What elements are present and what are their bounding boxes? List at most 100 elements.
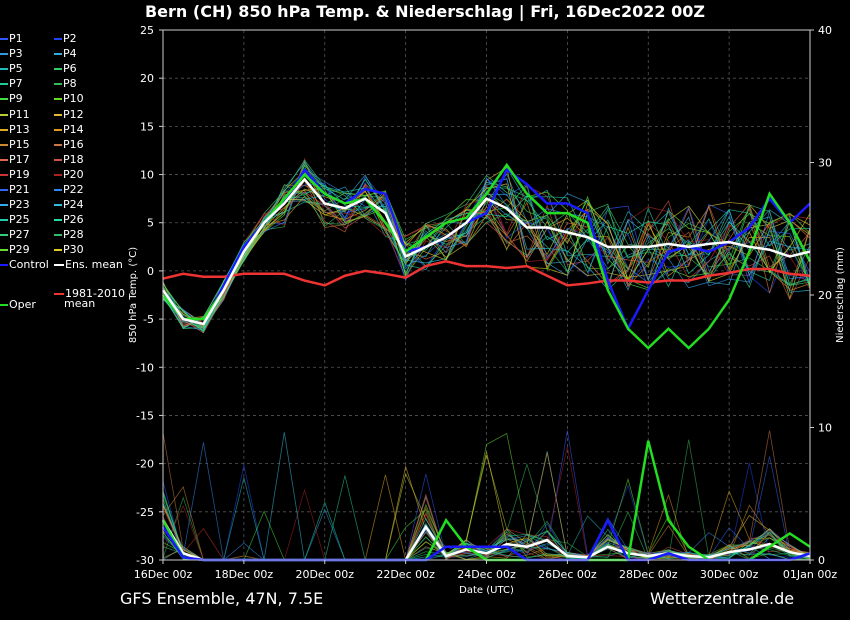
y-tick-label: -25 bbox=[136, 506, 154, 519]
y-tick-label: 25 bbox=[140, 24, 154, 37]
legend-item-p1: P1 bbox=[0, 32, 23, 45]
legend-label: P26 bbox=[63, 213, 84, 227]
legend-item-p16: P16 bbox=[54, 138, 84, 151]
legend-swatch bbox=[0, 189, 8, 191]
y2-tick-label: 10 bbox=[818, 422, 832, 435]
y-tick-label: -15 bbox=[136, 409, 154, 422]
legend-item-climate: 1981-2010 bbox=[54, 287, 125, 300]
legend-label: P23 bbox=[9, 198, 30, 212]
legend-item-ens-mean: Ens. mean bbox=[54, 258, 123, 271]
y-axis-label: 850 hPa Temp. (°C) bbox=[128, 247, 139, 343]
legend-item-p24: P24 bbox=[54, 198, 84, 211]
legend-label: P9 bbox=[9, 92, 23, 106]
legend-label: P17 bbox=[9, 152, 30, 166]
legend-label: Ens. mean bbox=[65, 258, 123, 271]
legend-swatch bbox=[0, 234, 8, 237]
legend-swatch bbox=[54, 173, 62, 176]
y-tick-label: -10 bbox=[136, 361, 154, 374]
legend-label: P18 bbox=[63, 152, 84, 166]
legend-label: P27 bbox=[9, 228, 30, 242]
legend-swatch bbox=[0, 173, 8, 176]
legend-item-p25: P25 bbox=[0, 213, 30, 226]
legend-item-p23: P23 bbox=[0, 198, 30, 211]
y2-tick-label: 40 bbox=[818, 24, 832, 37]
legend-swatch bbox=[54, 264, 64, 266]
legend-swatch bbox=[0, 158, 8, 161]
legend-swatch bbox=[54, 98, 62, 101]
legend-label: P5 bbox=[9, 62, 23, 76]
legend-item-p11: P11 bbox=[0, 108, 30, 121]
legend-label: P15 bbox=[9, 137, 30, 151]
member-line-p22 bbox=[162, 168, 811, 327]
model-info: GFS Ensemble, 47N, 7.5E bbox=[120, 589, 324, 608]
legend-label: P25 bbox=[9, 213, 30, 227]
legend-label: P20 bbox=[63, 167, 84, 181]
legend-swatch bbox=[54, 219, 62, 222]
legend-label: P6 bbox=[63, 62, 77, 76]
x-tick-label: 22Dec 00z bbox=[376, 568, 435, 581]
legend-swatch bbox=[0, 113, 8, 116]
legend-item-p29: P29 bbox=[0, 243, 30, 256]
legend-label: P13 bbox=[9, 122, 30, 136]
x-axis-label: Date (UTC) bbox=[459, 585, 514, 596]
legend-swatch bbox=[0, 53, 8, 56]
legend-swatch bbox=[0, 219, 8, 222]
legend-item-p15: P15 bbox=[0, 138, 30, 151]
legend-swatch bbox=[0, 304, 8, 306]
legend-item-p12: P12 bbox=[54, 108, 84, 121]
legend-item-p13: P13 bbox=[0, 123, 30, 136]
y-tick-label: 5 bbox=[147, 217, 154, 230]
legend-label: Oper bbox=[9, 298, 36, 311]
legend-item-control: Control bbox=[0, 258, 49, 271]
legend-swatch bbox=[54, 293, 64, 295]
legend-item-p19: P19 bbox=[0, 168, 30, 181]
chart-title: Bern (CH) 850 hPa Temp. & Niederschlag |… bbox=[144, 2, 705, 21]
legend-label: P7 bbox=[9, 77, 23, 91]
x-tick-label: 01Jan 00z bbox=[783, 568, 837, 581]
legend-item-p20: P20 bbox=[54, 168, 84, 181]
legend-label: P19 bbox=[9, 167, 30, 181]
legend-label: P30 bbox=[63, 243, 84, 257]
x-tick-label: 28Dec 00z bbox=[619, 568, 678, 581]
x-tick-label: 30Dec 00z bbox=[700, 568, 759, 581]
y2-tick-label: 30 bbox=[818, 157, 832, 170]
legend-item-p26: P26 bbox=[54, 213, 84, 226]
legend-item-p4: P4 bbox=[54, 47, 77, 60]
legend-label: 1981-2010 bbox=[65, 287, 125, 300]
y-tick-label: 10 bbox=[140, 169, 154, 182]
y-tick-label: -5 bbox=[143, 313, 154, 326]
legend-label: Control bbox=[9, 258, 49, 271]
legend-item-p10: P10 bbox=[54, 92, 84, 105]
legend-swatch bbox=[0, 83, 8, 86]
legend-swatch bbox=[0, 68, 8, 71]
x-tick-label: 24Dec 00z bbox=[457, 568, 516, 581]
legend-item-p14: P14 bbox=[54, 123, 84, 136]
legend-item-p17: P17 bbox=[0, 153, 30, 166]
legend-label: P24 bbox=[63, 198, 84, 212]
legend-swatch bbox=[0, 143, 8, 146]
legend-item-p7: P7 bbox=[0, 77, 23, 90]
x-tick-label: 18Dec 00z bbox=[215, 568, 274, 581]
legend-swatch bbox=[54, 83, 62, 86]
legend-item-p30: P30 bbox=[54, 243, 84, 256]
legend-swatch bbox=[54, 68, 62, 71]
y-tick-label: 15 bbox=[140, 120, 154, 133]
legend-swatch bbox=[54, 234, 62, 237]
series-ens-mean bbox=[161, 177, 811, 326]
legend-label: P1 bbox=[9, 32, 23, 45]
legend-item-p2: P2 bbox=[54, 32, 77, 45]
legend-item-p9: P9 bbox=[0, 92, 23, 105]
y2-tick-label: 0 bbox=[818, 554, 825, 567]
legend-climate-label-2: mean bbox=[64, 297, 96, 310]
legend-item-p5: P5 bbox=[0, 62, 23, 75]
x-tick-label: 26Dec 00z bbox=[538, 568, 597, 581]
legend-label: P16 bbox=[63, 137, 84, 151]
series-1981-2010-mean bbox=[162, 259, 811, 287]
legend-label: P8 bbox=[63, 77, 77, 91]
legend-swatch bbox=[54, 204, 62, 207]
legend-label: P2 bbox=[63, 32, 77, 45]
y2-tick-label: 20 bbox=[818, 289, 832, 302]
legend-swatch bbox=[54, 143, 62, 146]
legend-item-p8: P8 bbox=[54, 77, 77, 90]
